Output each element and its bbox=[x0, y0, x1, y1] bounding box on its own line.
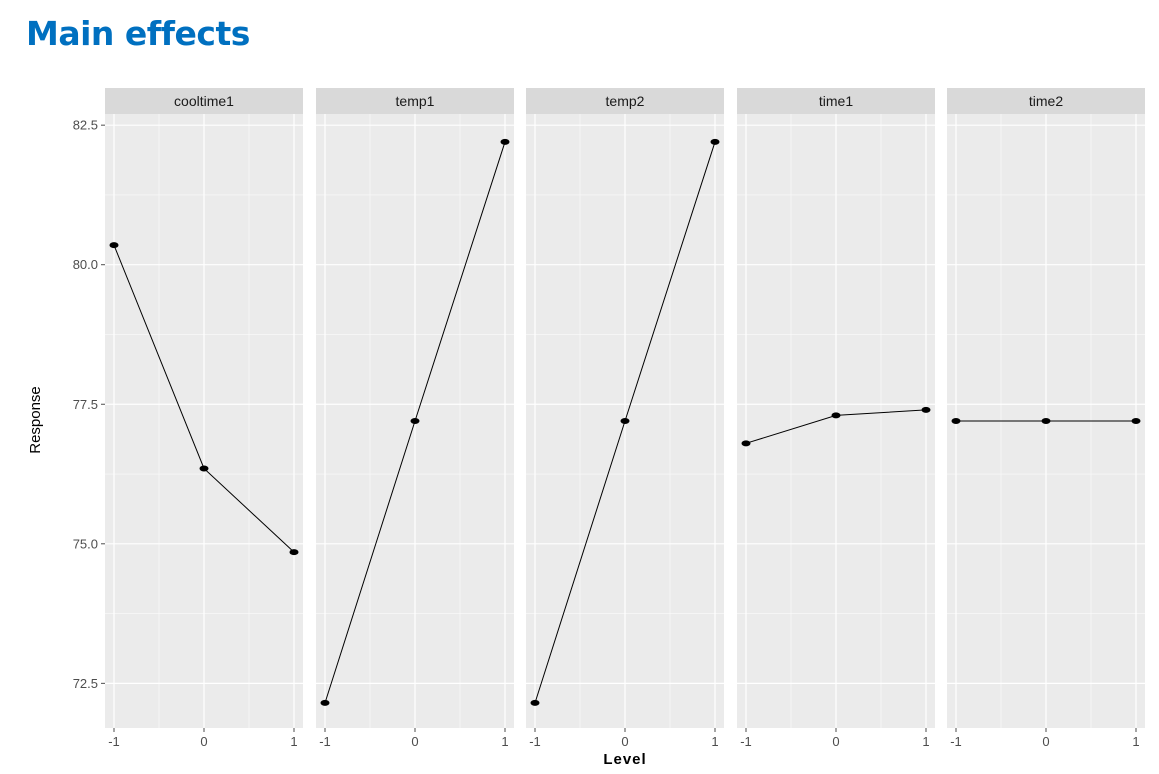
x-tick-label: 1 bbox=[501, 734, 508, 749]
y-tick-label: 72.5 bbox=[73, 676, 98, 691]
data-point-time1 bbox=[831, 412, 841, 419]
x-axis-title: Level bbox=[603, 751, 646, 768]
facet-strip bbox=[105, 88, 303, 114]
x-tick-label: -1 bbox=[740, 734, 752, 749]
y-tick-label: 75.0 bbox=[73, 536, 98, 551]
y-tick-label: 77.5 bbox=[73, 397, 98, 412]
data-point-temp1 bbox=[410, 418, 420, 424]
facet-label: temp2 bbox=[606, 93, 645, 109]
facet-label: time2 bbox=[1029, 93, 1063, 109]
data-point-temp2 bbox=[710, 138, 720, 145]
facet-label: time1 bbox=[819, 93, 853, 109]
x-tick-label: 1 bbox=[922, 734, 929, 749]
facet-strip bbox=[316, 88, 514, 114]
facet-strip bbox=[947, 88, 1145, 114]
data-point-cooltime1 bbox=[289, 549, 299, 556]
facet-label: temp1 bbox=[396, 93, 435, 109]
x-tick-label: 1 bbox=[711, 734, 718, 749]
page-title: Main effects bbox=[26, 14, 250, 53]
x-tick-label: 0 bbox=[411, 734, 418, 749]
x-tick-label: 1 bbox=[290, 734, 297, 749]
data-point-time2 bbox=[1131, 418, 1141, 424]
x-tick-label: 0 bbox=[621, 734, 628, 749]
x-tick-label: 0 bbox=[200, 734, 207, 749]
data-point-time1 bbox=[741, 440, 751, 447]
data-point-cooltime1 bbox=[109, 242, 119, 249]
data-point-time2 bbox=[951, 418, 961, 424]
x-tick-label: -1 bbox=[529, 734, 541, 749]
x-tick-label: -1 bbox=[319, 734, 331, 749]
y-axis-title: Response bbox=[27, 386, 44, 454]
x-tick-label: -1 bbox=[950, 734, 962, 749]
facet-strip bbox=[737, 88, 935, 114]
data-point-temp1 bbox=[500, 138, 510, 145]
data-point-temp2 bbox=[530, 699, 540, 706]
y-tick-label: 80.0 bbox=[73, 257, 98, 272]
facet-strip bbox=[526, 88, 724, 114]
x-tick-label: 0 bbox=[832, 734, 839, 749]
x-tick-label: 0 bbox=[1042, 734, 1049, 749]
data-point-cooltime1 bbox=[199, 465, 209, 472]
y-tick-label: 82.5 bbox=[73, 118, 98, 133]
x-tick-label: 1 bbox=[1132, 734, 1139, 749]
facet-label: cooltime1 bbox=[174, 93, 234, 109]
data-point-temp1 bbox=[320, 699, 330, 706]
data-point-temp2 bbox=[620, 418, 630, 424]
data-point-time2 bbox=[1041, 418, 1051, 424]
x-tick-label: -1 bbox=[108, 734, 120, 749]
data-point-time1 bbox=[921, 406, 931, 413]
